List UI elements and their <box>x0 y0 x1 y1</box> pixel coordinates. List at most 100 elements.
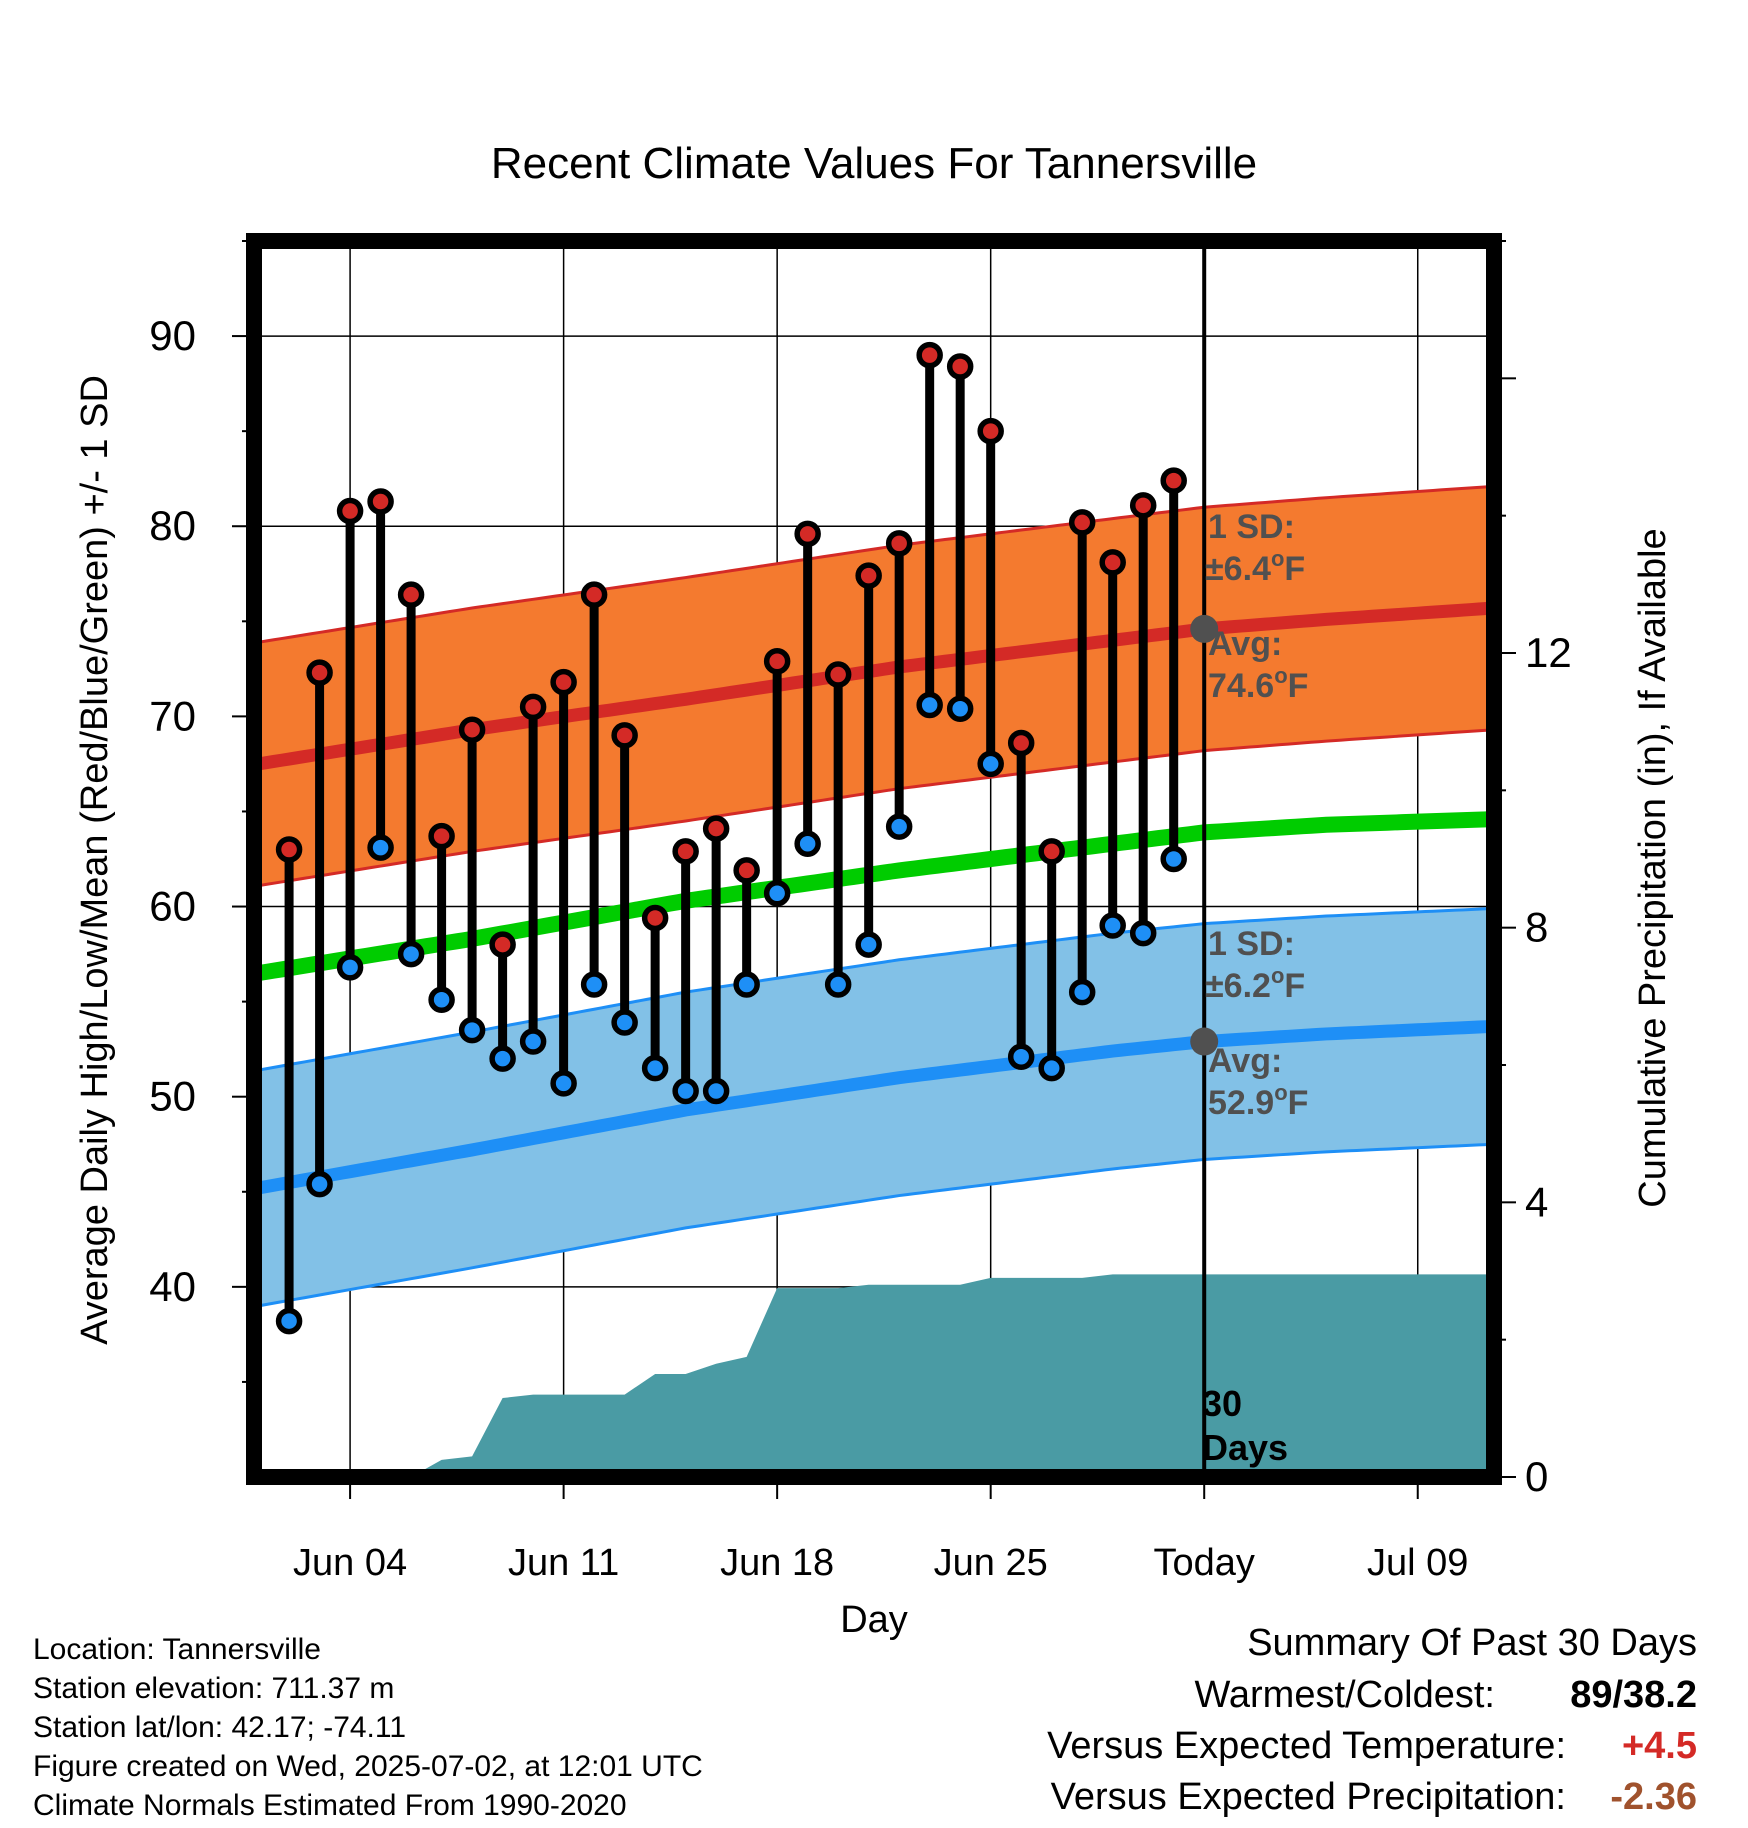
observed-high-point <box>1099 549 1126 576</box>
observed-low-point <box>763 879 791 907</box>
observed-high-point <box>855 562 882 589</box>
y-right-tick-label: 12 <box>1525 629 1572 676</box>
observed-high-point <box>794 520 821 548</box>
today-layer <box>1190 248 1219 1470</box>
x-tick-label: Jun 25 <box>934 1542 1048 1584</box>
summary-panel: Summary Of Past 30 Days Warmest/Coldest:… <box>1047 1622 1697 1818</box>
observed-low-point <box>1099 912 1126 939</box>
observed-high-point <box>275 836 303 863</box>
degree-sign: o <box>1274 663 1287 688</box>
created-text: Figure created on Wed, 2025-07-02, at 12… <box>33 1750 703 1783</box>
observed-high-point <box>1038 838 1065 865</box>
observed-low-point <box>519 1028 547 1055</box>
low-avg-value: 52.9oF <box>1208 1080 1308 1122</box>
temp-anomaly-value: +4.5 <box>1622 1725 1697 1767</box>
observed-low-point <box>855 931 882 958</box>
observed-low-point <box>458 1016 486 1044</box>
location-text: Location: Tannersville <box>33 1633 321 1666</box>
y-left-tick-label: 80 <box>149 502 196 549</box>
x-tick-label: Jun 18 <box>720 1542 834 1584</box>
observed-high-point <box>611 722 638 749</box>
y-right-tick-label: 8 <box>1525 904 1548 951</box>
unit-letter: F <box>1284 550 1305 588</box>
unit-letter: F <box>1288 1084 1309 1122</box>
observed-high-point <box>1129 492 1157 519</box>
elevation-text: Station elevation: 711.37 m <box>33 1672 394 1705</box>
precipitation-layer <box>423 1274 1487 1470</box>
observed-low-point <box>367 834 394 861</box>
observed-low-point <box>702 1077 730 1105</box>
chart-title: Recent Climate Values For Tannersville <box>491 139 1257 188</box>
y-left-tick-label: 90 <box>149 312 196 359</box>
high-avg-value: 74.6oF <box>1208 663 1308 705</box>
precip-anomaly-value: -2.36 <box>1610 1776 1697 1818</box>
observed-low-point <box>611 1009 638 1036</box>
degree-sign: o <box>1274 1080 1287 1105</box>
observed-low-point <box>397 940 425 968</box>
observed-high-point <box>489 931 516 958</box>
observed-high-point <box>824 661 852 688</box>
high-avg-label: Avg: <box>1208 625 1282 663</box>
observed-low-point <box>885 813 913 840</box>
observed-low-point <box>550 1070 577 1097</box>
observed-low-point <box>580 971 608 998</box>
high-sd-value: ±6.4oF <box>1205 546 1305 588</box>
low-sd-label: 1 SD: <box>1208 925 1295 963</box>
normals-text: Climate Normals Estimated From 1990-2020 <box>33 1789 627 1822</box>
days-count: 30 <box>1202 1383 1242 1424</box>
observed-low-point <box>1007 1043 1035 1071</box>
y-left-tick-label: 70 <box>149 692 196 739</box>
plot-area <box>261 248 1487 1470</box>
observed-low-point <box>428 986 455 1013</box>
degree-sign: o <box>1271 963 1284 988</box>
x-axis-label: Day <box>840 1599 908 1641</box>
observed-high-point <box>946 353 974 380</box>
observed-high-point <box>367 488 394 515</box>
observed-high-point <box>336 497 364 525</box>
observations-layer <box>275 341 1187 1335</box>
observed-high-point <box>550 668 577 696</box>
temp-label: Versus Expected Temperature: <box>1047 1725 1566 1767</box>
summary-title: Summary Of Past 30 Days <box>1247 1622 1697 1664</box>
annotations: 1 SD: ±6.4oF Avg: 74.6oF 1 SD: ±6.2oF Av… <box>1202 508 1308 1468</box>
y-left-tick-label: 60 <box>149 883 196 930</box>
high-sd-upper-edge <box>261 485 1487 644</box>
plot-frame <box>246 233 1502 1485</box>
observed-low-point <box>824 971 852 998</box>
normal-low-line <box>261 1020 1487 1195</box>
observed-high-point <box>733 857 760 884</box>
observed-low-point <box>1038 1054 1065 1082</box>
observed-low-point <box>733 971 760 998</box>
x-tick-label: Today <box>1154 1542 1255 1584</box>
low-avg-label: Avg: <box>1208 1042 1282 1080</box>
observed-high-point <box>306 659 333 686</box>
unit-letter: F <box>1288 667 1309 705</box>
observed-high-point <box>641 904 669 932</box>
low-sd-lower-edge <box>261 1143 1487 1307</box>
unit-letter: F <box>1284 967 1305 1005</box>
high-sd-label: 1 SD: <box>1208 508 1295 546</box>
station-info: Location: Tannersville Station elevation… <box>33 1633 703 1822</box>
observed-high-point <box>580 581 608 608</box>
observed-high-point <box>977 417 1004 445</box>
observed-high-point <box>397 581 425 608</box>
observed-high-point <box>916 341 943 369</box>
y-left-tick-label: 40 <box>149 1263 196 1310</box>
observed-low-point <box>306 1170 333 1198</box>
observed-high-point <box>458 716 486 743</box>
observed-high-point <box>672 838 699 865</box>
y-right-tick-label: 0 <box>1525 1453 1548 1500</box>
high-sd-lower-edge <box>261 728 1487 887</box>
observed-low-point <box>336 954 364 981</box>
low-sd-value: ±6.2oF <box>1205 963 1305 1005</box>
y-axis-left-label: Average Daily High/Low/Mean (Red/Blue/Gr… <box>74 375 116 1345</box>
observed-low-point <box>1160 845 1187 873</box>
today-high-avg-marker <box>1190 614 1219 643</box>
normal-mean-line <box>261 811 1487 981</box>
observed-low-point <box>1129 919 1157 947</box>
observed-low-point <box>1068 978 1096 1006</box>
latlon-text: Station lat/lon: 42.17; -74.11 <box>33 1711 406 1744</box>
precip-label: Versus Expected Precipitation: <box>1051 1776 1566 1818</box>
observed-high-point <box>702 815 730 842</box>
